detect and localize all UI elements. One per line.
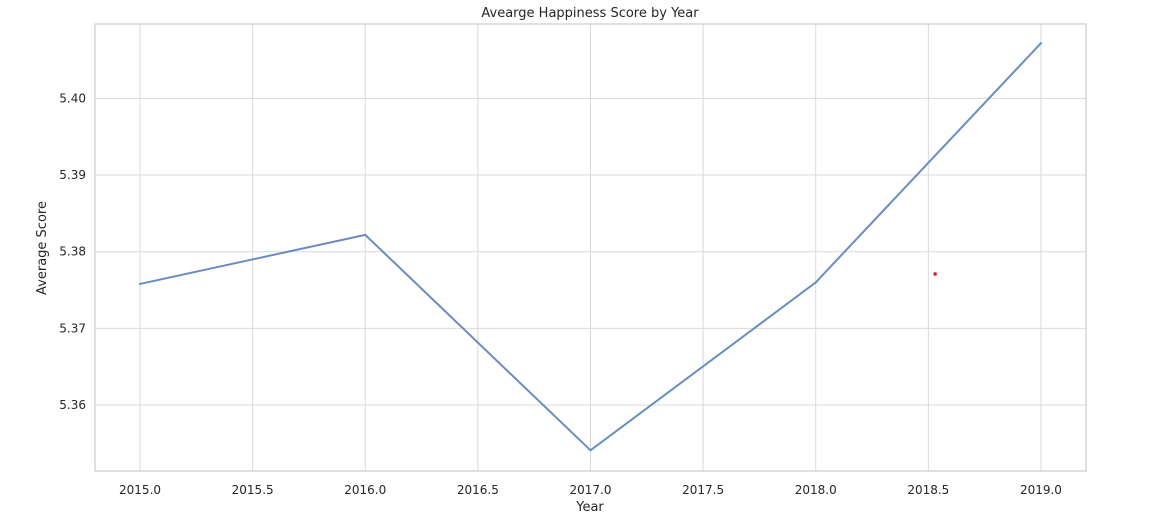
- x-tick-label: 2016.0: [344, 483, 386, 497]
- plot-frame: [94, 23, 1087, 472]
- x-tick-label: 2015.0: [119, 483, 161, 497]
- y-tick-label: 5.38: [59, 245, 86, 259]
- y-tick-label: 5.39: [59, 168, 86, 182]
- series-point: [139, 282, 142, 285]
- x-tick-label: 2017.0: [570, 483, 612, 497]
- chart-title: Avearge Happiness Score by Year: [481, 6, 699, 21]
- series-point: [364, 233, 367, 236]
- y-axis-ticks: 5.36 5.37 5.38 5.39 5.40: [59, 91, 86, 412]
- x-tick-label: 2017.5: [682, 483, 724, 497]
- annotation-layer: [933, 272, 937, 276]
- series-point: [1039, 42, 1042, 45]
- x-axis-ticks: 2015.0 2015.5 2016.0 2016.5 2017.0 2017.5 2018…: [119, 483, 1062, 497]
- y-tick-label: 5.36: [59, 398, 86, 412]
- series-point: [589, 449, 592, 452]
- annotation-point: [933, 272, 937, 276]
- x-axis-label: Year: [575, 500, 604, 515]
- x-tick-label: 2018.0: [795, 483, 837, 497]
- y-tick-label: 5.40: [59, 91, 86, 105]
- x-gridlines: [139, 24, 1042, 471]
- y-axis-label: Average Score: [35, 201, 50, 295]
- x-tick-label: 2016.5: [457, 483, 499, 497]
- plot-area: [94, 23, 1087, 472]
- x-tick-label: 2019.0: [1020, 483, 1062, 497]
- x-tick-label: 2015.5: [232, 483, 274, 497]
- series-point: [814, 281, 817, 284]
- y-tick-label: 5.37: [59, 321, 86, 335]
- series-layer: [139, 42, 1042, 452]
- x-tick-label: 2018.5: [907, 483, 949, 497]
